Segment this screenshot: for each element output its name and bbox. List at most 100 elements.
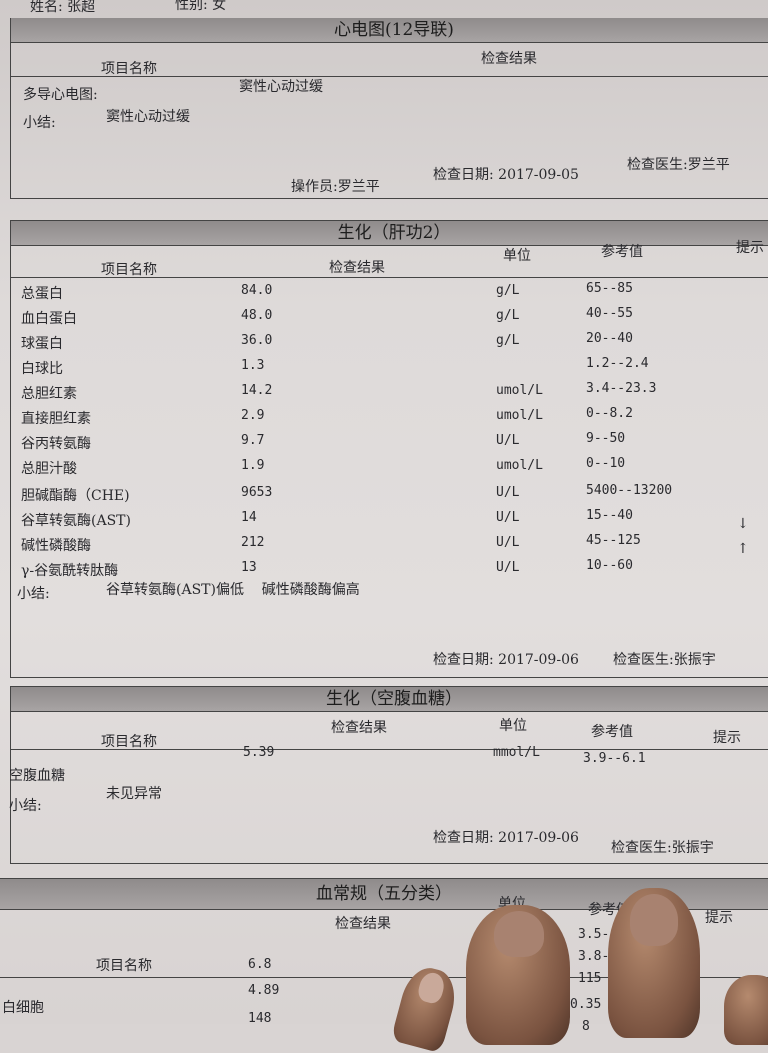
blood-header-result: 检查结果 [335, 916, 391, 932]
liver-row-result: 36.0 [241, 333, 273, 348]
liver-row-ref: 10--60 [586, 558, 633, 573]
liver-row-name: 胆碱酯酶（CHE) [21, 488, 130, 504]
liver-row-unit: umol/L [496, 458, 543, 473]
liver-row-ref: 5400--13200 [586, 483, 673, 498]
blood-result: 148 [248, 1011, 272, 1026]
liver-date: 检查日期: 2017-09-06 [433, 652, 579, 668]
blood-result: 4.89 [248, 983, 280, 998]
liver-row-unit: umol/L [496, 383, 543, 398]
ecg-section: 心电图(12导联) 检查结果 项目名称 多导心电图: 窦性心动过缓 小结: 窦性… [10, 18, 768, 199]
liver-row-name: 总胆红素 [21, 386, 77, 402]
liver-row-unit: U/L [496, 535, 520, 550]
liver-row-hint: ↓ [737, 516, 749, 532]
finger [608, 888, 700, 1038]
ecg-date: 检查日期: 2017-09-05 [433, 167, 579, 183]
glucose-name: 空腹血糖 [9, 768, 65, 784]
divider [11, 277, 768, 278]
liver-row-ref: 65--85 [586, 281, 633, 296]
liver-row-unit: g/L [496, 283, 520, 298]
liver-row-unit: U/L [496, 485, 520, 500]
finger [466, 905, 570, 1045]
blood-header-hint: 提示 [705, 910, 733, 926]
glucose-header-item: 项目名称 [101, 734, 157, 750]
liver-row-result: 9.7 [241, 433, 265, 448]
liver-row-name: 白球比 [21, 361, 63, 377]
glucose-title: 生化（空腹血糖） [11, 687, 768, 712]
liver-row-ref: 40--55 [586, 306, 633, 321]
liver-row-unit: U/L [496, 510, 520, 525]
liver-header-result: 检查结果 [329, 260, 385, 276]
ecg-operator: 操作员:罗兰平 [291, 179, 380, 195]
liver-row-unit: umol/L [496, 408, 543, 423]
liver-row-name: 谷草转氨酶(AST) [21, 513, 131, 529]
liver-row-ref: 15--40 [586, 508, 633, 523]
glucose-unit: mmol/L [493, 745, 540, 760]
liver-row-result: 84.0 [241, 283, 273, 298]
liver-row-ref: 0--8.2 [586, 406, 633, 421]
liver-row-result: 9653 [241, 485, 273, 500]
blood-ref: 3.8- [578, 949, 610, 964]
liver-row-unit: U/L [496, 433, 520, 448]
blood-result: 6.8 [248, 957, 272, 972]
glucose-summary-value: 未见异常 [106, 786, 162, 802]
blood-ref: 8 [582, 1019, 590, 1034]
liver-row-hint: ↑ [737, 541, 749, 557]
liver-summary-value: 谷草转氨酶(AST)偏低 碱性磷酸酶偏高 [106, 582, 360, 598]
glucose-header-ref: 参考值 [591, 724, 633, 740]
glucose-ref: 3.9--6.1 [583, 751, 646, 766]
liver-row-ref: 3.4--23.3 [586, 381, 657, 396]
liver-row-result: 14 [241, 510, 257, 525]
liver-row-ref: 1.2--2.4 [586, 356, 649, 371]
liver-row-result: 13 [241, 560, 257, 575]
glucose-date: 检查日期: 2017-09-06 [433, 830, 579, 846]
liver-row-result: 1.9 [241, 458, 265, 473]
liver-row-name: 碱性磷酸酶 [21, 538, 91, 554]
liver-row-name: 球蛋白 [21, 336, 63, 352]
ecg-title: 心电图(12导联) [11, 18, 768, 43]
ecg-summary-label: 小结: [23, 115, 56, 131]
glucose-header-unit: 单位 [499, 718, 527, 734]
liver-row-ref: 0--10 [586, 456, 626, 471]
liver-row-unit: g/L [496, 308, 520, 323]
liver-row-name: 直接胆红素 [21, 411, 91, 427]
liver-row-name: 总胆汁酸 [21, 461, 77, 477]
liver-title: 生化（肝功2） [11, 221, 768, 246]
liver-row-result: 212 [241, 535, 265, 550]
liver-row-result: 14.2 [241, 383, 273, 398]
ecg-item-label: 多导心电图: [23, 87, 98, 103]
divider [11, 749, 768, 750]
glucose-header-hint: 提示 [713, 730, 741, 746]
liver-row-result: 1.3 [241, 358, 265, 373]
liver-row-ref: 45--125 [586, 533, 641, 548]
report-paper [0, 0, 768, 1024]
glucose-doctor: 检查医生:张振宇 [611, 840, 714, 856]
liver-header-unit: 单位 [503, 248, 531, 264]
ecg-summary-value: 窦性心动过缓 [106, 109, 190, 125]
finger [724, 975, 768, 1045]
ecg-item-value: 窦性心动过缓 [239, 79, 323, 95]
liver-row-result: 48.0 [241, 308, 273, 323]
divider [11, 76, 768, 77]
blood-header-item: 项目名称 [96, 958, 152, 974]
liver-row-result: 2.9 [241, 408, 265, 423]
liver-header-hint: 提示 [736, 240, 764, 256]
blood-first-row-name: 白细胞 [2, 1000, 44, 1016]
blood-ref: 3.5-- [578, 927, 618, 942]
glucose-header-result: 检查结果 [331, 720, 387, 736]
ecg-col-result: 检查结果 [481, 51, 537, 67]
patient-name: 姓名: 张超 [30, 0, 96, 15]
liver-row-name: γ-谷氨酰转肽酶 [21, 563, 119, 579]
blood-ref: 0.35 [570, 997, 602, 1012]
ecg-doctor: 检查医生:罗兰平 [627, 157, 730, 173]
glucose-summary-label: 小结: [9, 798, 42, 814]
liver-row-name: 血白蛋白 [21, 311, 77, 327]
liver-summary-label: 小结: [17, 586, 50, 602]
liver-doctor: 检查医生:张振宇 [613, 652, 716, 668]
glucose-result: 5.39 [243, 745, 275, 760]
liver-row-unit: U/L [496, 560, 520, 575]
patient-gender: 性别: 女 [175, 0, 227, 13]
liver-section: 生化（肝功2） 项目名称 检查结果 单位 参考值 提示 总蛋白 84.0 g/L 65… [10, 220, 768, 678]
liver-header-ref: 参考值 [601, 244, 643, 260]
liver-row-unit: g/L [496, 333, 520, 348]
ecg-col-item: 项目名称 [101, 61, 157, 77]
